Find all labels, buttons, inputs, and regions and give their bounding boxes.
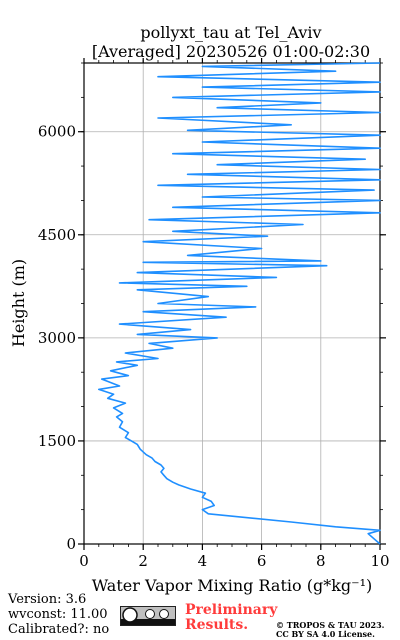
grid xyxy=(83,63,381,545)
wvconst-text: wvconst: 11.00 xyxy=(8,607,108,622)
chart-title-line2: [Averaged] 20230526 01:00-02:30 xyxy=(92,42,370,61)
chart-title-line1: pollyxt_tau at Tel_Aviv xyxy=(140,23,321,42)
y-axis-label: Height (m) xyxy=(9,259,28,347)
x-tick-label: 2 xyxy=(138,552,148,570)
wv-profile-line xyxy=(98,62,381,545)
preliminary-label: Preliminary xyxy=(185,602,278,618)
x-tick-label: 4 xyxy=(198,552,208,570)
plot-frame xyxy=(83,62,381,545)
copyright-line1: © TROPOS & TAU 2023. xyxy=(276,620,385,630)
cc-license-icon xyxy=(120,606,176,626)
y-tick-label: 4500 xyxy=(38,226,76,244)
y-tick-label: 6000 xyxy=(38,123,76,141)
axis-ticks: 0 2 4 6 8 10 0 1500 3000 4500 6000 xyxy=(38,58,390,570)
data-series xyxy=(98,62,381,545)
x-tick-label: 0 xyxy=(79,552,89,570)
y-tick-label: 3000 xyxy=(38,329,76,347)
y-tick-label: 1500 xyxy=(38,432,76,450)
y-tick-label: 0 xyxy=(66,535,76,553)
calibrated-text: Calibrated?: no xyxy=(8,622,110,637)
version-text: Version: 3.6 xyxy=(8,592,87,607)
copyright-line2: CC BY SA 4.0 License. xyxy=(276,629,375,639)
x-axis-label: Water Vapor Mixing Ratio (g*kg⁻¹) xyxy=(92,576,372,595)
x-tick-label: 6 xyxy=(257,552,267,570)
results-label: Results. xyxy=(185,617,249,633)
x-tick-label: 8 xyxy=(316,552,326,570)
x-tick-label: 10 xyxy=(370,552,389,570)
